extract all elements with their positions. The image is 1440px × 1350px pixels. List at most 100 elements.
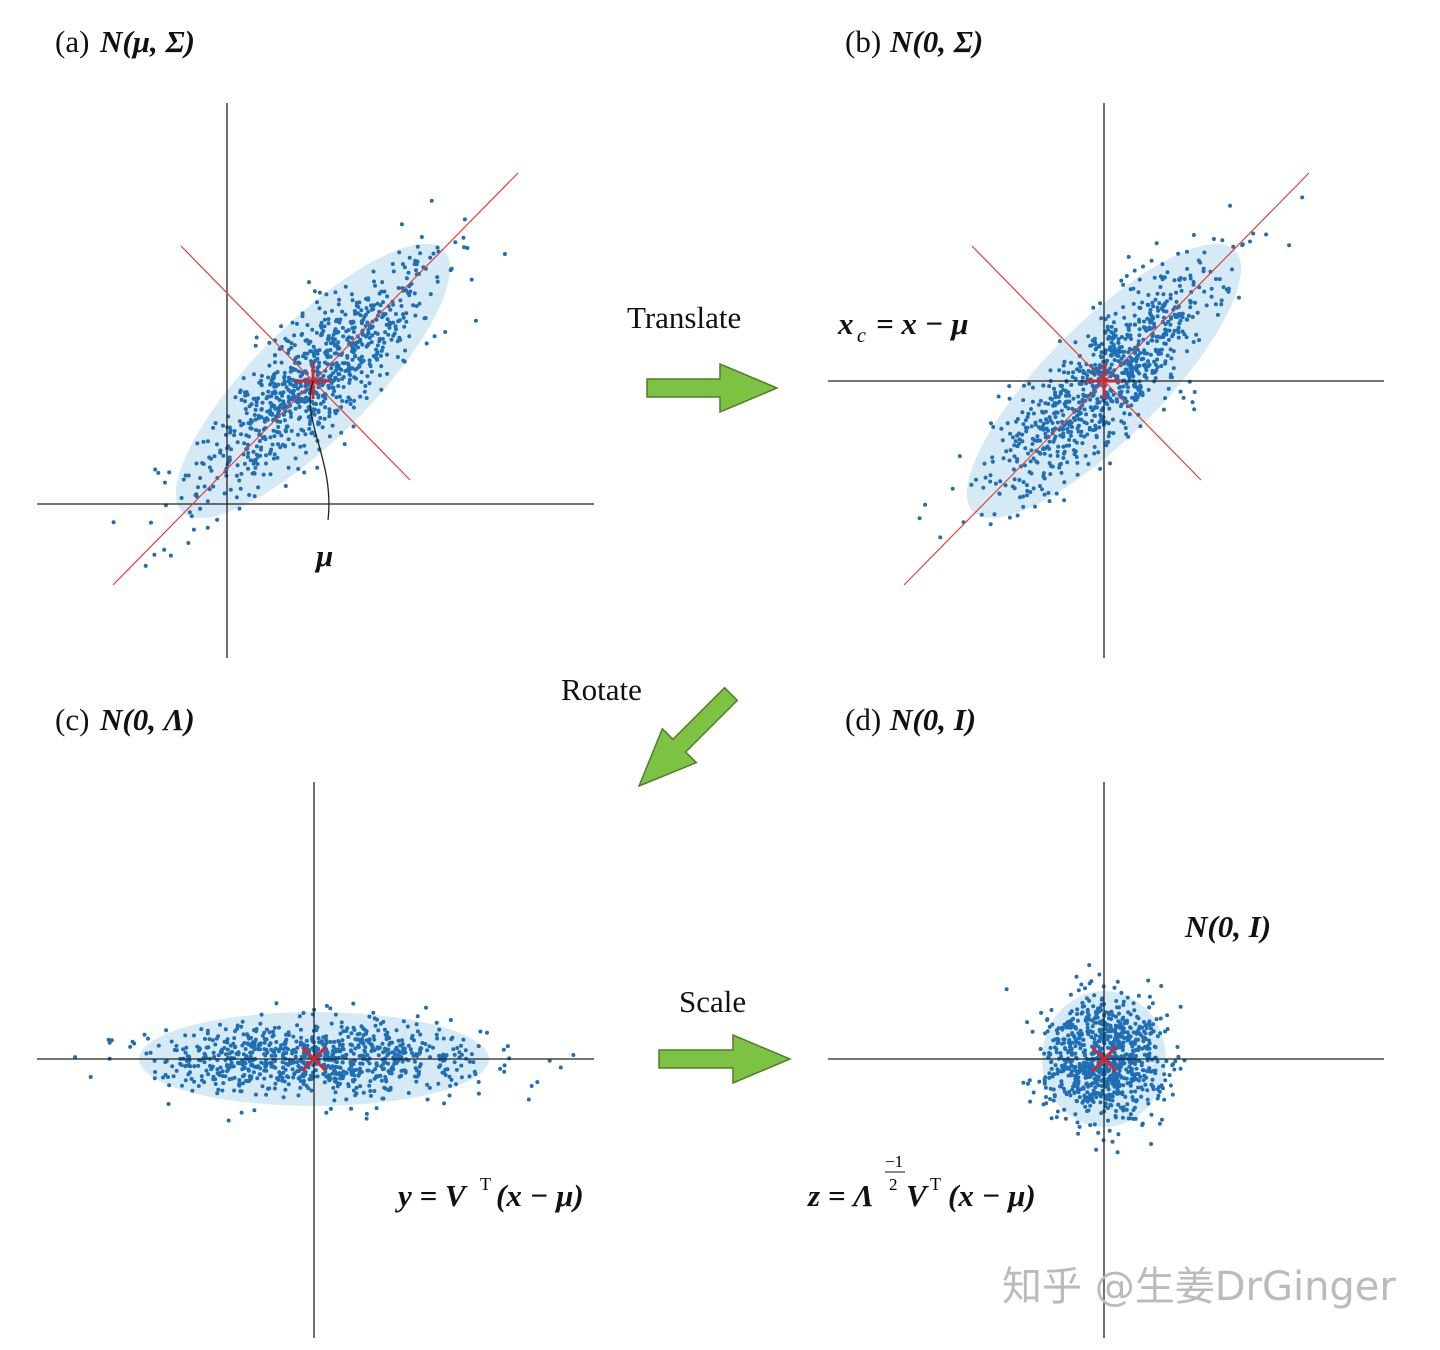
sample-point (1079, 429, 1084, 434)
sample-point (1014, 419, 1019, 424)
sample-point (244, 1054, 249, 1059)
sample-point (367, 381, 372, 386)
sample-point (1176, 1054, 1181, 1059)
sample-point (252, 372, 256, 377)
sample-point (1047, 499, 1052, 504)
sample-point (1154, 339, 1159, 344)
sample-point (1042, 1077, 1047, 1082)
sample-point (1110, 1139, 1115, 1144)
sample-point (1094, 1074, 1099, 1079)
sample-point (186, 473, 191, 478)
sample-point (415, 1029, 420, 1034)
sample-point (988, 479, 993, 484)
callout-line (309, 380, 330, 521)
sample-point (1007, 396, 1012, 401)
sample-point (1161, 407, 1166, 412)
sample-point (1055, 1109, 1060, 1114)
sample-point (206, 439, 210, 444)
sample-point (1129, 1072, 1134, 1077)
sample-point (1089, 1059, 1094, 1064)
sample-point (1054, 1050, 1059, 1055)
sample-point (373, 1067, 378, 1072)
sample-point (1111, 431, 1116, 436)
sample-point (232, 1088, 237, 1093)
sample-point (407, 334, 412, 339)
sample-point (1190, 315, 1195, 319)
sample-point (1082, 407, 1087, 412)
sample-point (275, 455, 280, 460)
sample-point (1145, 1097, 1150, 1102)
sample-point (462, 217, 467, 222)
sample-point (1131, 286, 1136, 291)
sample-point (1134, 394, 1139, 399)
sample-point (301, 1082, 306, 1087)
sample-point (106, 1037, 111, 1042)
sample-point (300, 314, 305, 319)
sample-point (1025, 493, 1029, 498)
sample-point (1133, 322, 1137, 327)
sample-point (1047, 1024, 1052, 1029)
sample-point (359, 308, 364, 313)
sample-point (1053, 1063, 1058, 1068)
sample-point (277, 1070, 282, 1075)
sample-point (1106, 327, 1111, 332)
sample-point (1106, 1095, 1111, 1100)
sample-point (1160, 1086, 1165, 1091)
sample-point (318, 401, 323, 406)
sample-point (324, 341, 329, 346)
sample-point (1163, 322, 1168, 327)
sample-point (1037, 450, 1042, 455)
principal-axis (180, 245, 411, 481)
sample-point (161, 1075, 165, 1080)
sample-point (314, 330, 319, 335)
sample-point (1126, 350, 1131, 355)
sample-point (440, 1070, 445, 1075)
sample-point (1075, 1071, 1080, 1076)
sample-point (418, 1032, 423, 1037)
sample-point (1086, 369, 1091, 373)
sample-point (383, 330, 388, 335)
sample-point (1029, 407, 1033, 411)
sample-point (1040, 487, 1044, 492)
sample-point (1093, 427, 1098, 432)
sample-point (401, 312, 405, 317)
sample-point (1045, 1029, 1050, 1034)
sample-point (275, 370, 280, 374)
sample-point (280, 382, 285, 387)
sample-point (239, 1089, 244, 1094)
sample-point (1051, 1038, 1056, 1043)
sample-point (1047, 446, 1052, 451)
sample-point (1201, 269, 1206, 274)
sample-point (248, 1054, 253, 1059)
sample-point (1073, 1077, 1078, 1081)
sample-point (1055, 1067, 1060, 1072)
sample-point (1080, 1043, 1085, 1047)
sample-point (989, 421, 993, 426)
sample-point (1062, 359, 1067, 364)
sample-point (192, 1033, 196, 1038)
sample-point (982, 461, 987, 466)
sample-point (1119, 356, 1124, 361)
sample-point (244, 411, 249, 416)
sample-point (152, 1076, 157, 1081)
sample-point (366, 331, 371, 336)
sample-point (1085, 1025, 1090, 1030)
sample-point (1066, 390, 1071, 395)
sample-point (1067, 437, 1072, 442)
sample-point (1113, 1113, 1118, 1118)
sample-point (1092, 406, 1097, 411)
sample-point (1024, 429, 1029, 434)
sample-point (1161, 1064, 1166, 1068)
sample-point (345, 354, 350, 358)
sample-point (1033, 422, 1038, 427)
sample-point (281, 399, 286, 404)
sample-point (371, 307, 376, 311)
sample-point (950, 486, 955, 491)
sample-point (1121, 305, 1126, 310)
sample-point (988, 473, 993, 478)
sample-point (179, 496, 184, 500)
panel-tag: (b) (845, 24, 881, 59)
sample-point (262, 1047, 267, 1052)
sample-point (1117, 345, 1122, 350)
sample-point (271, 428, 276, 433)
